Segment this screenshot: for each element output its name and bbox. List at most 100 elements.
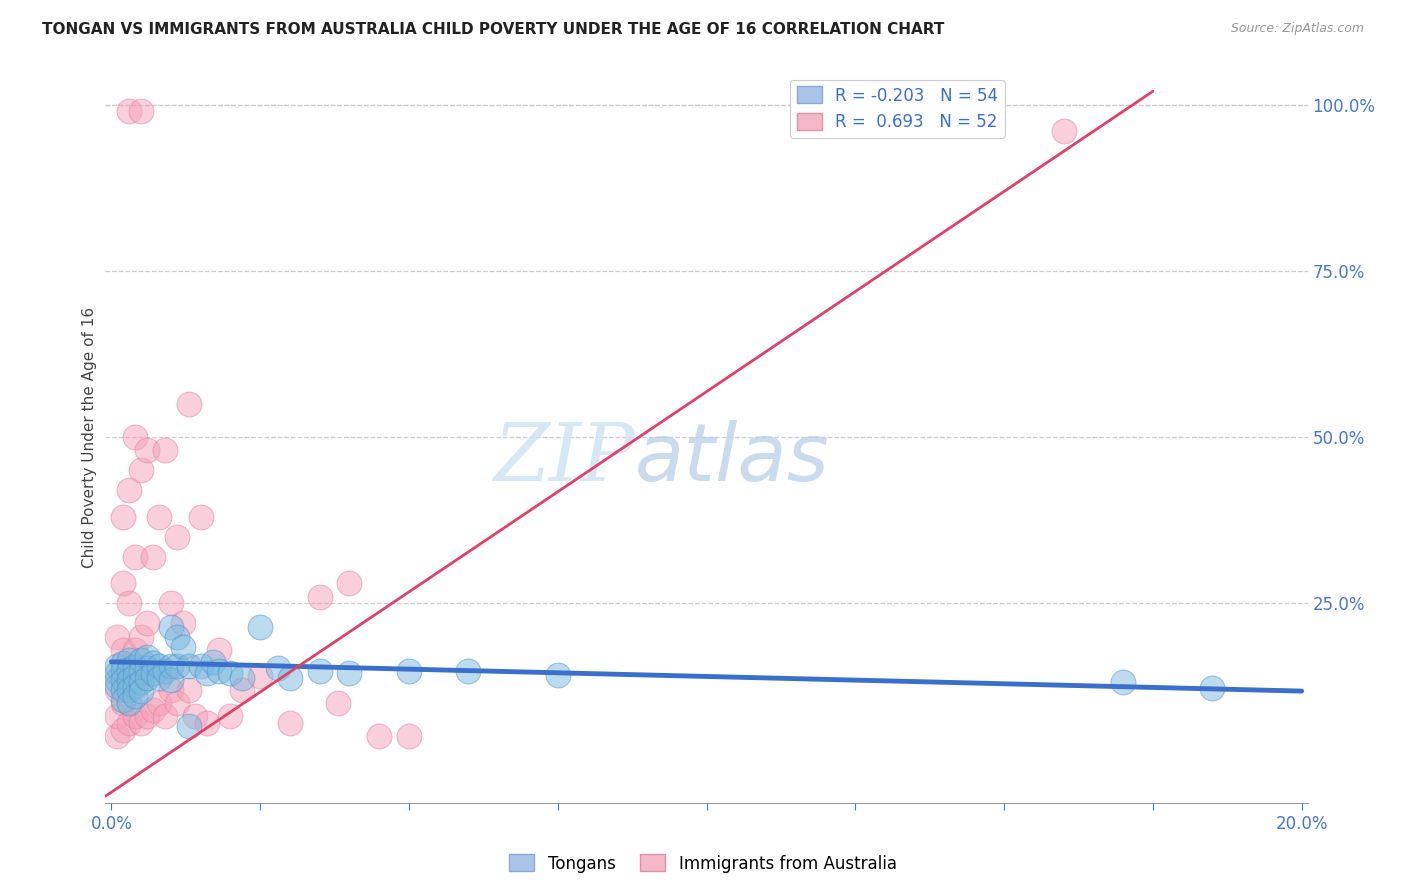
Point [136, 616, 159, 631]
Point [129, 463, 152, 477]
Point [124, 680, 146, 694]
Point [148, 671, 170, 685]
Point [142, 703, 165, 717]
Point [267, 661, 290, 675]
Point [249, 669, 271, 683]
Point [172, 616, 194, 631]
Point [124, 669, 146, 683]
Point [177, 719, 200, 733]
Point [326, 696, 349, 710]
Point [112, 723, 135, 737]
Point [105, 709, 128, 723]
Point [129, 674, 152, 689]
Text: atlas: atlas [634, 420, 830, 498]
Point [118, 696, 141, 710]
Point [153, 664, 176, 678]
Point [278, 716, 301, 731]
Point [118, 653, 141, 667]
Point [160, 659, 183, 673]
Point [124, 659, 146, 673]
Point [148, 659, 170, 673]
Point [166, 659, 188, 673]
Point [105, 729, 128, 743]
Point [153, 443, 176, 458]
Point [129, 664, 152, 678]
Point [105, 630, 128, 644]
Point [190, 659, 212, 673]
Point [457, 664, 479, 678]
Point [136, 709, 159, 723]
Point [118, 596, 141, 610]
Point [201, 655, 224, 669]
Point [124, 690, 146, 704]
Legend: R = -0.203   N = 54, R =  0.693   N = 52: R = -0.203 N = 54, R = 0.693 N = 52 [790, 79, 1005, 137]
Point [148, 509, 170, 524]
Point [129, 716, 152, 731]
Point [1201, 681, 1223, 696]
Point [105, 682, 128, 697]
Point [398, 729, 420, 743]
Point [112, 664, 135, 678]
Point [136, 661, 159, 675]
Point [105, 680, 128, 694]
Point [278, 671, 301, 685]
Point [124, 709, 146, 723]
Point [118, 673, 141, 687]
Point [153, 709, 176, 723]
Point [148, 696, 170, 710]
Point [118, 663, 141, 677]
Point [207, 664, 229, 678]
Point [398, 664, 420, 678]
Point [136, 649, 159, 664]
Point [142, 666, 165, 681]
Text: TONGAN VS IMMIGRANTS FROM AUSTRALIA CHILD POVERTY UNDER THE AGE OF 16 CORRELATIO: TONGAN VS IMMIGRANTS FROM AUSTRALIA CHIL… [42, 22, 945, 37]
Point [105, 659, 128, 673]
Point [112, 673, 135, 687]
Point [177, 397, 200, 411]
Point [308, 664, 330, 678]
Point [1052, 124, 1074, 138]
Point [142, 656, 165, 670]
Point [160, 596, 183, 610]
Point [219, 666, 242, 681]
Text: ZIP: ZIP [492, 420, 634, 498]
Text: Source: ZipAtlas.com: Source: ZipAtlas.com [1230, 22, 1364, 36]
Point [183, 709, 205, 723]
Point [190, 509, 212, 524]
Point [129, 653, 152, 667]
Point [172, 640, 194, 654]
Point [124, 549, 146, 564]
Legend: Tongans, Immigrants from Australia: Tongans, Immigrants from Australia [502, 847, 904, 880]
Point [129, 630, 152, 644]
Point [118, 104, 141, 119]
Point [547, 668, 569, 682]
Point [112, 682, 135, 697]
Point [118, 483, 141, 498]
Point [195, 716, 218, 731]
Point [166, 696, 188, 710]
Point [160, 682, 183, 697]
Point [166, 630, 188, 644]
Point [105, 673, 128, 687]
Point [136, 443, 159, 458]
Point [1112, 674, 1135, 689]
Point [231, 682, 253, 697]
Point [249, 619, 271, 633]
Point [112, 696, 135, 710]
Point [308, 590, 330, 604]
Point [142, 549, 165, 564]
Point [195, 666, 218, 681]
Point [160, 619, 183, 633]
Point [129, 684, 152, 698]
Point [112, 576, 135, 591]
Point [112, 509, 135, 524]
Point [112, 656, 135, 670]
Point [118, 682, 141, 697]
Point [105, 666, 128, 681]
Point [112, 692, 135, 706]
Point [339, 666, 361, 681]
Point [219, 709, 242, 723]
Point [160, 673, 183, 687]
Point [112, 643, 135, 657]
Point [129, 104, 152, 119]
